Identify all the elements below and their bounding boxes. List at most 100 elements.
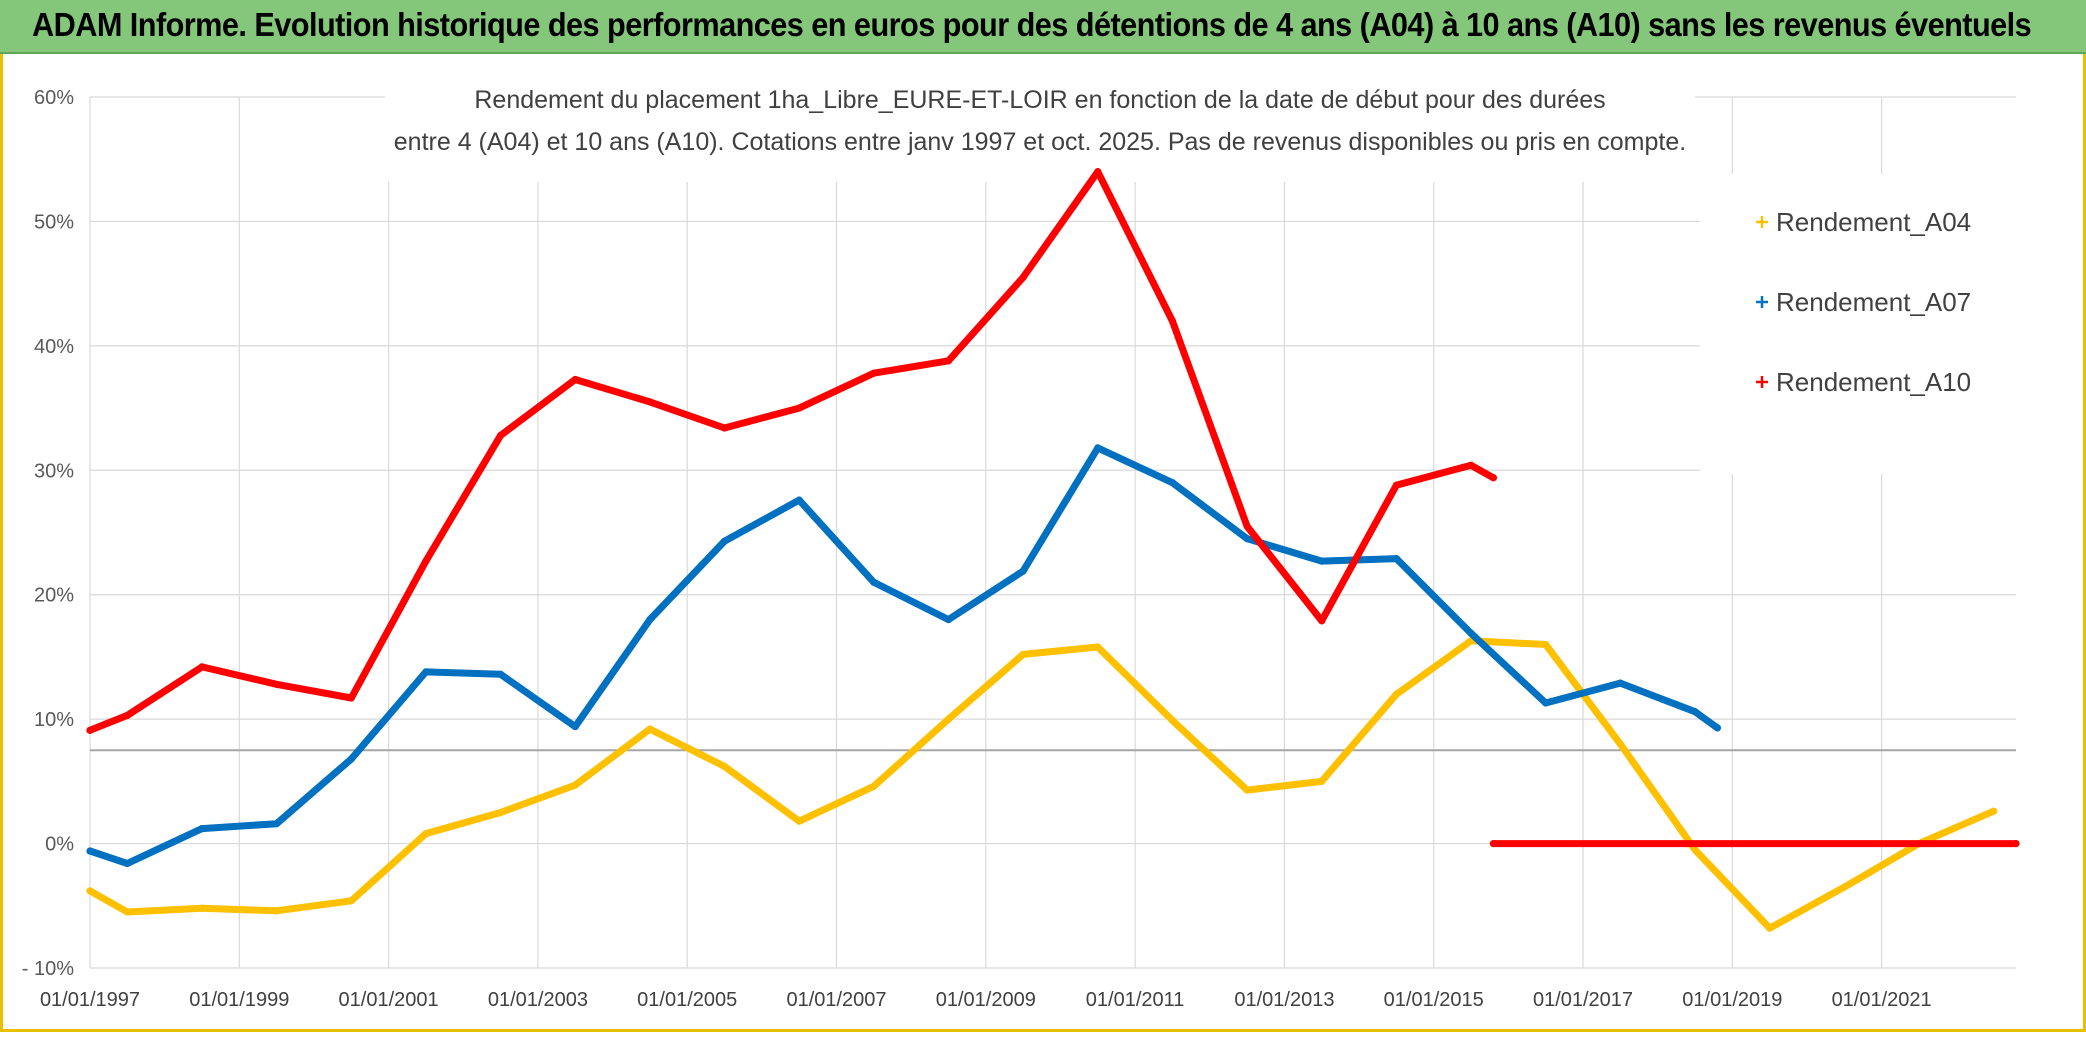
data-point [86,847,94,855]
data-point [273,680,281,688]
data-point [422,668,430,676]
x-tick-label: 01/01/2007 [786,989,886,1011]
data-point [1691,846,1699,854]
y-tick-label: 50% [34,211,74,233]
y-tick-label: 0% [45,834,74,856]
data-point [1243,522,1251,530]
data-point [1094,168,1102,176]
data-point [2012,839,2020,848]
data-point [1243,535,1251,543]
data-point [1616,679,1624,687]
chart-title-background [385,82,1695,182]
data-point [1392,481,1400,489]
data-point [347,694,355,702]
data-point [1990,807,1998,815]
data-point [198,904,206,912]
data-point [870,369,878,377]
data-point [422,830,430,838]
x-tick-label: 01/01/2001 [339,989,439,1011]
y-tick-label: 40% [34,336,74,358]
data-point [1019,567,1027,575]
data-point [273,820,281,828]
data-point [571,723,579,731]
data-point [1467,629,1475,637]
data-point [123,711,131,720]
x-tick-label: 01/01/1997 [40,989,140,1011]
data-point [1094,643,1102,651]
data-point [123,859,131,868]
x-tick-label: 01/01/2009 [936,989,1036,1011]
data-point [1713,724,1721,732]
data-point [571,375,579,384]
data-point [1489,474,1498,482]
data-point [1243,786,1251,794]
data-point [795,404,803,412]
data-point [720,424,729,432]
x-tick-label: 01/01/2013 [1234,989,1334,1011]
y-tick-label: - 10% [22,958,74,980]
report-banner: ADAM Informe. Evolution historique des p… [0,0,2086,54]
data-point [422,557,430,565]
data-point [198,663,206,671]
x-tick-label: 01/01/1999 [189,989,289,1011]
x-tick-label: 01/01/2011 [1086,989,1185,1011]
legend-label: Rendement_A10 [1776,367,1971,397]
data-point [1168,716,1177,724]
x-tick-label: 01/01/2017 [1533,989,1633,1011]
legend-label: Rendement_A04 [1776,207,1971,237]
data-point [720,537,729,545]
data-point [795,496,803,504]
data-point [1467,461,1475,469]
data-point [1019,273,1027,282]
data-point [198,825,206,833]
data-point [1019,650,1027,659]
data-point [496,431,505,440]
x-tick-label: 01/01/2019 [1682,989,1782,1011]
x-tick-label: 01/01/2005 [637,989,737,1011]
data-point [1489,839,1498,848]
data-point [1168,479,1177,487]
data-point [86,887,94,895]
data-point [1168,317,1177,325]
data-point [1094,444,1102,452]
data-point [944,715,953,723]
data-point [496,808,505,817]
chart-title-line2: entre 4 (A04) et 10 ans (A10). Cotations… [394,128,1686,156]
legend-label: Rendement_A07 [1776,287,1971,317]
data-point [1840,883,1848,891]
data-point [1392,555,1400,563]
data-point [1766,924,1774,932]
data-point [1318,557,1326,565]
data-point [1691,708,1699,716]
data-point [870,782,878,790]
data-point [347,755,355,763]
data-point [86,726,94,734]
legend-background [1700,174,2020,474]
data-point [795,817,803,825]
data-point [944,357,953,365]
report-title: ADAM Informe. Evolution historique des p… [32,6,2032,43]
y-tick-label: 60% [34,87,74,109]
y-tick-label: 20% [34,585,74,607]
data-point [273,907,281,915]
data-point [1318,777,1326,785]
data-point [1616,740,1624,748]
data-point [1542,699,1550,707]
x-tick-label: 01/01/2015 [1384,989,1484,1011]
chart-title-line1: Rendement du placement 1ha_Libre_EURE-ET… [474,86,1605,114]
data-point [1318,617,1326,625]
data-point [646,725,654,733]
line-chart: - 10% 0% 10% 20% 30% 40% 50% 60% 01/01/1997 01/01… [22,82,2020,1011]
x-tick-label: 01/01/2021 [1832,989,1932,1011]
x-tick-label: 01/01/2003 [488,989,588,1011]
data-point [646,616,654,624]
data-point [496,670,505,678]
data-point [870,578,878,586]
data-point [646,398,654,406]
data-point [347,897,355,905]
data-point [123,908,131,916]
series-line-rendement-a07 [86,444,1721,867]
chart-frame [0,54,2086,1032]
data-point [1392,690,1400,698]
data-point [571,781,579,789]
